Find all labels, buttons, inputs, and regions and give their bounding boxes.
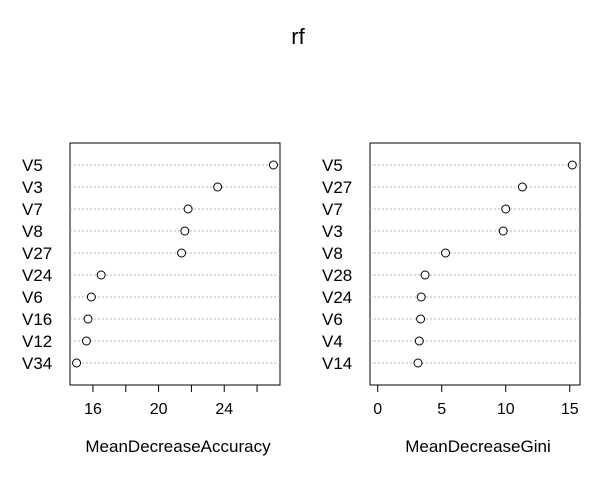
variable-label: V3	[322, 222, 343, 241]
variable-label: V8	[22, 222, 43, 241]
data-point	[268, 160, 278, 170]
variable-label: V34	[22, 354, 52, 373]
data-point	[177, 248, 187, 258]
variable-label: V24	[322, 288, 352, 307]
variable-label: V12	[22, 332, 52, 351]
data-point	[213, 182, 223, 192]
x-tick-label: 24	[215, 401, 233, 418]
variable-label: V6	[322, 310, 343, 329]
x-axis-label: MeanDecreaseAccuracy	[85, 437, 271, 456]
variable-label: V28	[322, 266, 352, 285]
variable-label: V6	[22, 288, 43, 307]
variable-label: V24	[22, 266, 52, 285]
variable-label: V27	[22, 244, 52, 263]
x-tick-label: 10	[497, 401, 515, 418]
data-point	[498, 226, 508, 236]
data-point	[416, 314, 426, 324]
data-point	[413, 358, 423, 368]
variable-label: V3	[22, 178, 43, 197]
variable-label: V5	[22, 156, 43, 175]
variable-label: V4	[322, 332, 343, 351]
x-tick-label: 5	[437, 401, 446, 418]
plot-frame-1	[69, 142, 281, 386]
plot-frame-2	[369, 142, 581, 386]
chart-title: rf	[291, 24, 305, 49]
variable-label: V16	[22, 310, 52, 329]
data-point	[96, 270, 106, 280]
data-point	[414, 336, 424, 346]
data-point	[517, 182, 527, 192]
data-point	[183, 204, 193, 214]
data-point	[420, 270, 430, 280]
variable-label: V8	[322, 244, 343, 263]
data-point	[83, 314, 93, 324]
data-point	[416, 292, 426, 302]
variable-label: V27	[322, 178, 352, 197]
x-tick-label: 16	[84, 401, 102, 418]
data-point	[81, 336, 91, 346]
data-point	[501, 204, 511, 214]
data-point	[567, 160, 577, 170]
data-point	[441, 248, 451, 258]
x-tick-label: 20	[150, 401, 168, 418]
data-point	[72, 358, 82, 368]
x-axis-label: MeanDecreaseGini	[405, 437, 551, 456]
x-tick-label: 15	[561, 401, 579, 418]
variable-label: V14	[322, 354, 352, 373]
variable-label: V7	[22, 200, 43, 219]
x-tick-label: 0	[373, 401, 382, 418]
data-point	[86, 292, 96, 302]
variable-label: V7	[322, 200, 343, 219]
data-point	[180, 226, 190, 236]
variable-label: V5	[322, 156, 343, 175]
